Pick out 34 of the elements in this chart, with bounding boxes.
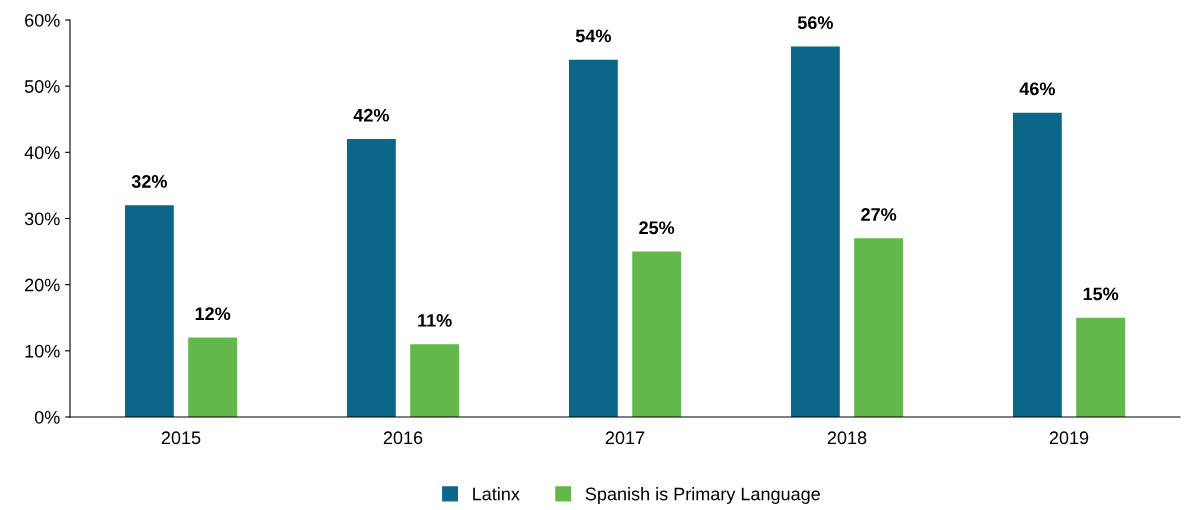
bar (790, 46, 840, 417)
x-tick-label: 2019 (1049, 431, 1089, 445)
legend-label: Latinx (473, 487, 520, 501)
data-label: 15% (1083, 287, 1119, 301)
bar (188, 337, 238, 417)
x-tick-label: 2015 (161, 431, 201, 445)
y-tick-label: 30% (24, 212, 60, 226)
bar (632, 251, 682, 417)
bar (410, 344, 460, 417)
legend-label: Spanish is Primary Language (585, 487, 820, 504)
y-tick-label: 20% (25, 278, 60, 292)
y-tick-label: 40% (24, 146, 60, 160)
y-tick-label: 50% (24, 80, 60, 93)
data-label: 32% (131, 175, 167, 188)
y-tick-label: 10% (25, 344, 60, 358)
data-label: 27% (861, 208, 897, 221)
data-label: 11% (418, 314, 452, 327)
bar (124, 205, 174, 417)
x-tick-label: 2016 (383, 431, 423, 445)
data-label: 25% (639, 221, 675, 235)
data-label: 46% (1019, 82, 1055, 96)
data-label: 56% (797, 16, 833, 30)
data-label: 54% (575, 29, 611, 43)
bar (568, 59, 618, 417)
bar (346, 139, 396, 417)
y-tick-label: 60% (25, 13, 60, 27)
bar (1012, 112, 1062, 417)
y-tick-label: 0% (34, 410, 60, 424)
x-tick-label: 2017 (605, 431, 645, 445)
bar (854, 238, 904, 417)
bar (1076, 317, 1126, 417)
data-label: 12% (195, 307, 231, 321)
x-tick-label: 2018 (827, 431, 867, 445)
data-label: 42% (353, 108, 389, 122)
